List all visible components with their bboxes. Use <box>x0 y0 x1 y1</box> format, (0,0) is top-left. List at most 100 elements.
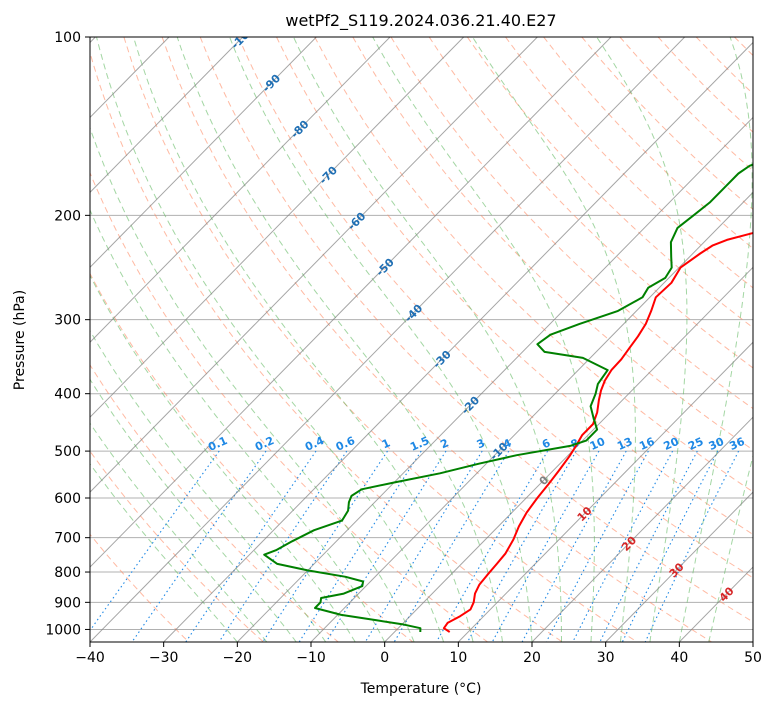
moist-adiabat <box>90 422 268 642</box>
mixing-ratio-label: 20 <box>662 435 682 453</box>
y-tick-label: 800 <box>54 565 81 581</box>
dry-adiabat <box>352 37 753 451</box>
mixing-ratio-label: 16 <box>637 435 657 453</box>
moist-adiabat <box>133 37 474 642</box>
mixing-ratio-line <box>491 450 600 642</box>
dry-adiabat <box>657 37 753 133</box>
mixing-ratio-line <box>262 450 388 642</box>
isotherms <box>90 37 753 642</box>
x-tick-label: 20 <box>523 650 541 666</box>
isotherm <box>531 416 753 642</box>
chart-title: wetPf2_S119.2024.036.21.40.E27 <box>285 11 556 31</box>
mixing-ratio-line <box>185 450 317 642</box>
y-tick-label: 300 <box>54 313 81 329</box>
mixing-ratio-line <box>599 450 698 642</box>
x-tick-label: 10 <box>449 650 467 666</box>
moist-adiabat <box>90 463 238 642</box>
dry-adiabat <box>466 37 753 329</box>
x-tick-label: 0 <box>380 650 389 666</box>
moist-adiabat <box>90 274 356 642</box>
moist-adiabats <box>90 37 753 642</box>
moist-adiabat <box>293 37 562 642</box>
dry-adiabat <box>734 37 753 57</box>
x-tick-label: 50 <box>744 650 762 666</box>
y-tick-label: 400 <box>54 387 81 403</box>
isotherm <box>236 116 753 642</box>
moist-adiabat <box>708 453 753 642</box>
isotherm <box>605 491 753 642</box>
profile-line <box>263 163 753 633</box>
y-tick-label: 700 <box>54 531 81 547</box>
x-tick-label: −30 <box>149 650 179 666</box>
x-axis-label: Temperature (°C) <box>360 681 482 697</box>
mixing-ratio-label: 10 <box>588 435 608 453</box>
dry-adiabat <box>314 37 753 493</box>
profile-lines <box>263 163 753 633</box>
dry-adiabat <box>199 37 753 623</box>
isotherm <box>310 191 753 642</box>
isotherm <box>457 341 753 642</box>
dry-adiabat <box>428 37 753 369</box>
mixing-ratio-label: 2 <box>438 436 450 451</box>
x-tick-label: 30 <box>597 650 615 666</box>
y-tick-label: 500 <box>54 444 81 460</box>
x-axis: −40 −30 −20 −10 0 10 20 30 40 50 <box>75 642 762 666</box>
plot-area: -100-90-80-70-60-50-40-30-20-10010203040… <box>90 37 753 642</box>
mixing-ratio-label: 36 <box>727 435 747 453</box>
x-tick-label: −10 <box>296 650 326 666</box>
moist-adiabat <box>229 37 533 642</box>
moist-adiabat <box>176 37 503 642</box>
mixing-ratio-line <box>545 450 649 642</box>
isotherm <box>90 37 391 343</box>
plot-frame <box>89 36 754 643</box>
x-tick-label: −20 <box>223 650 253 666</box>
moist-adiabat <box>678 37 753 642</box>
mixing-ratio-line <box>521 450 627 642</box>
moist-adiabat <box>472 37 636 642</box>
y-tick-label: 200 <box>54 208 81 224</box>
dry-adiabat <box>90 450 264 642</box>
mixing-ratio-line <box>393 450 510 642</box>
dry-adiabat <box>695 37 753 95</box>
moist-adiabat <box>90 378 297 642</box>
isotherm <box>90 37 465 418</box>
mixing-ratio-line <box>325 450 447 642</box>
profile-line <box>442 231 753 633</box>
dry-adiabat <box>581 37 753 210</box>
dry-adiabat <box>90 364 339 642</box>
mixing-ratio-line <box>621 450 719 642</box>
mixing-ratio-line <box>572 450 674 642</box>
x-tick-label: 40 <box>670 650 688 666</box>
isotherm <box>90 37 317 269</box>
moist-adiabat <box>90 329 327 642</box>
mixing-ratio-label: 25 <box>686 435 705 453</box>
dry-adiabat <box>90 50 563 642</box>
y-tick-label: 100 <box>54 30 81 46</box>
isotherm <box>384 266 753 642</box>
mixing-ratio-label: 30 <box>707 435 727 453</box>
pressure-gridlines <box>90 37 753 630</box>
isotherm <box>90 37 686 642</box>
mixing-ratio-label: 1 <box>380 436 392 451</box>
moist-adiabat <box>90 208 386 642</box>
dry-adiabat <box>505 37 753 289</box>
isotherm <box>163 41 753 642</box>
x-tick-label: −40 <box>75 650 105 666</box>
isotherm <box>90 37 244 194</box>
y-axis: 100 200 300 400 500 600 700 800 900 1000 <box>45 30 90 638</box>
dry-adiabat <box>543 37 753 250</box>
y-tick-label: 1000 <box>45 622 81 638</box>
isotherm <box>90 37 538 493</box>
dry-adiabat <box>237 37 753 579</box>
y-tick-label: 900 <box>54 595 81 611</box>
mixing-ratio-line <box>131 450 267 642</box>
mixing-ratio-label: 13 <box>615 435 634 453</box>
y-axis-label: Pressure (hPa) <box>12 290 28 390</box>
y-tick-label: 600 <box>54 491 81 507</box>
isotherm <box>678 566 753 642</box>
mixing-ratio-line <box>298 450 422 642</box>
moist-adiabat <box>596 37 688 642</box>
isotherm <box>752 641 753 642</box>
dry-adiabat <box>90 533 190 642</box>
